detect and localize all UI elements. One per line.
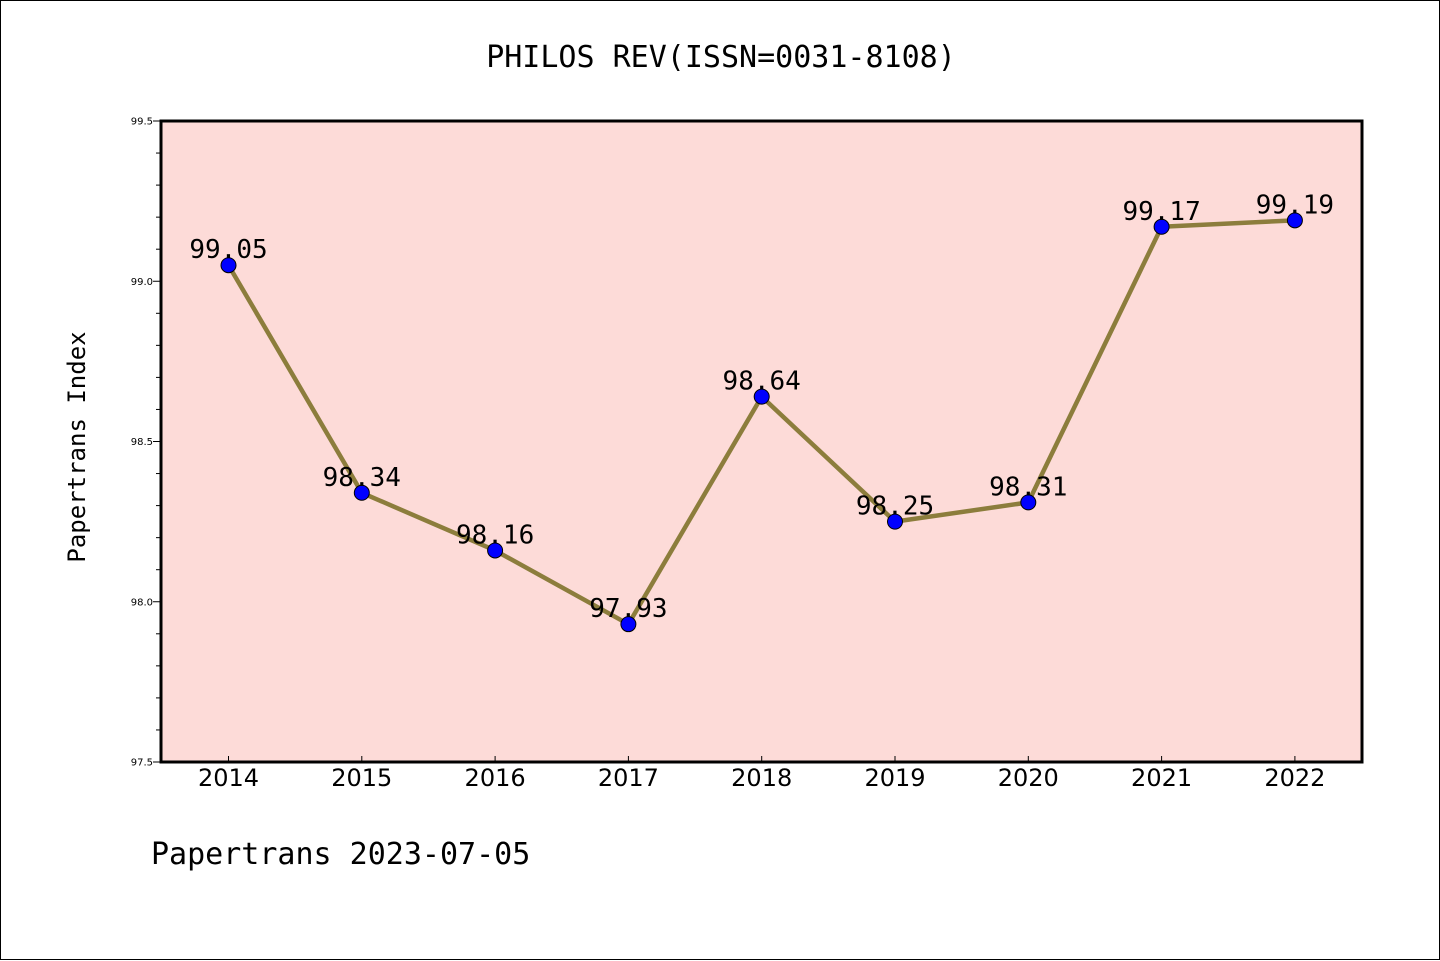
data-point [220, 257, 237, 274]
footer-caption: Papertrans 2023-07-05 [151, 837, 530, 872]
x-tick-label: 2017 [598, 764, 659, 792]
x-tick-label: 2021 [1131, 764, 1192, 792]
data-point [353, 484, 370, 501]
y-tick-label: 99.0 [131, 277, 153, 288]
data-label: 98.64 [723, 367, 801, 397]
x-tick-label: 2022 [1264, 764, 1325, 792]
y-tick-label: 98.5 [131, 437, 153, 448]
data-label: 98.31 [989, 472, 1067, 502]
data-point [1020, 494, 1037, 511]
data-label: 97.93 [589, 594, 667, 624]
data-point [1286, 212, 1303, 229]
data-labels: 99.05 98.34 98.16 97.93 98.64 98.25 98.31 99.17… [189, 190, 1334, 624]
data-label: 98.34 [323, 463, 401, 493]
x-tick-label: 2018 [731, 764, 792, 792]
y-tick-label: 97.5 [131, 758, 153, 769]
series-line-group [220, 212, 1303, 633]
y-axis: 97.5 98.0 98.5 99.0 99.5 [131, 117, 161, 769]
y-tick-label: 98.0 [131, 597, 153, 608]
x-tick-label: 2020 [998, 764, 1059, 792]
data-point [1153, 218, 1170, 235]
y-tick-label: 99.5 [131, 117, 153, 128]
data-point [887, 513, 903, 530]
y-axis-label: Papertrans Index [63, 331, 91, 562]
x-tick-label: 2015 [331, 764, 392, 792]
data-label: 98.25 [856, 492, 934, 522]
data-point [487, 542, 504, 559]
x-tick-label: 2019 [864, 764, 925, 792]
data-point [753, 388, 770, 405]
data-point [620, 616, 637, 633]
data-label: 99.17 [1122, 197, 1200, 227]
data-label: 99.19 [1256, 190, 1334, 220]
x-axis: 2014 2015 2016 2017 2018 2019 2020 2021 2022 [198, 756, 1325, 792]
data-label: 98.16 [456, 520, 534, 550]
data-label: 99.05 [189, 235, 267, 265]
x-tick-label: 2016 [465, 764, 526, 792]
x-tick-label: 2014 [198, 764, 259, 792]
chart-title: PHILOS REV(ISSN=0031-8108) [486, 40, 956, 75]
